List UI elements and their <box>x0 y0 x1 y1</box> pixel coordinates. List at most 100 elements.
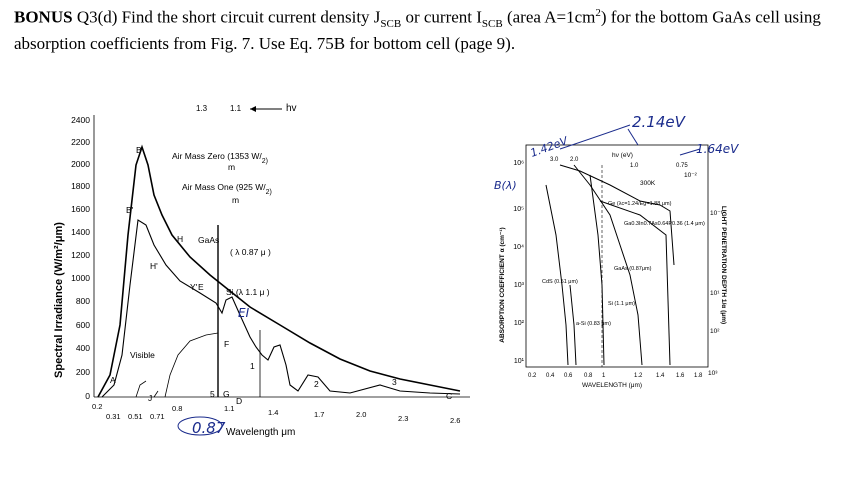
svg-text:1: 1 <box>250 361 255 371</box>
svg-text:0.4: 0.4 <box>546 373 555 379</box>
right-right-ticks: 10⁻² 10⁻¹ 10¹ 10² 10³ <box>684 172 724 377</box>
svg-text:2.6: 2.6 <box>450 416 460 425</box>
svg-text:0.75: 0.75 <box>676 163 688 169</box>
solar-spectrum-figure: Spectral Irradiance (W/m²/μm) 2400 2200 … <box>50 85 480 440</box>
svg-text:0.8: 0.8 <box>172 404 182 413</box>
svg-text:CdS (0.51 μm): CdS (0.51 μm) <box>542 279 578 285</box>
am1-curve <box>101 219 461 398</box>
svg-text:1.1: 1.1 <box>224 404 234 413</box>
temp-label: 300K <box>640 180 656 187</box>
svg-text:10¹: 10¹ <box>710 290 720 297</box>
svg-text:C: C <box>446 391 452 401</box>
svg-text:10⁻¹: 10⁻¹ <box>710 210 724 217</box>
svg-text:600: 600 <box>76 320 90 330</box>
am0-curve <box>97 144 461 398</box>
svg-text:200: 200 <box>76 367 90 377</box>
solar-spectrum-plot: Spectral Irradiance (W/m²/μm) 2400 2200 … <box>53 103 470 438</box>
svg-text:0.71: 0.71 <box>150 412 165 421</box>
svg-text:5: 5 <box>210 389 215 399</box>
svg-text:10⁻²: 10⁻² <box>684 172 698 179</box>
right-xticks: 0.2 0.4 0.6 0.8 1 1.2 1.4 1.6 1.8 <box>528 373 703 379</box>
svg-text:EI: EI <box>238 306 250 320</box>
handwritten-notes-left: 0.87 EI <box>192 306 250 437</box>
svg-text:1.0: 1.0 <box>630 163 639 169</box>
svg-text:0.8: 0.8 <box>584 373 593 379</box>
svg-text:1.64eV: 1.64eV <box>696 142 739 156</box>
svg-text:400: 400 <box>76 343 90 353</box>
svg-text:1.8: 1.8 <box>694 373 703 379</box>
svg-text:1.6: 1.6 <box>676 373 685 379</box>
svg-text:2200: 2200 <box>71 137 90 147</box>
svg-text:10³: 10³ <box>708 370 718 377</box>
svg-text:J: J <box>148 393 152 403</box>
svg-text:1400: 1400 <box>71 227 90 237</box>
svg-text:A: A <box>110 375 116 385</box>
svg-text:H: H <box>177 234 183 244</box>
gaas-label: GaAs <box>198 235 219 245</box>
svg-text:G: G <box>223 389 230 399</box>
right-ylabel: ABSORPTION COEFFICIENT α (cm⁻¹) <box>499 227 506 342</box>
svg-text:1.42eV: 1.42eV <box>529 134 571 160</box>
svg-text:2000: 2000 <box>71 159 90 169</box>
svg-text:1.1: 1.1 <box>230 104 242 113</box>
svg-text:10³: 10³ <box>514 282 525 289</box>
svg-text:2400: 2400 <box>71 115 90 125</box>
svg-text:1800: 1800 <box>71 181 90 191</box>
svg-text:a-Si (0.83 μm): a-Si (0.83 μm) <box>576 321 611 327</box>
svg-text:D: D <box>236 396 242 406</box>
svg-text:m: m <box>232 195 239 205</box>
right-xlabel: WAVELENGTH (μm) <box>582 382 642 389</box>
svg-text:0: 0 <box>85 391 90 401</box>
right-right-ylabel: LIGHT PENETRATION DEPTH 1/α (μm) <box>720 206 727 324</box>
left-yticks: 2400 2200 2000 1800 1600 1400 1200 1000 … <box>71 115 90 401</box>
svg-text:0.2: 0.2 <box>528 373 537 379</box>
left-hv-label: hv <box>286 103 297 114</box>
svg-text:GaAs (0.87μm): GaAs (0.87μm) <box>614 266 652 272</box>
visible-label: Visible <box>130 350 155 360</box>
svg-text:10⁴: 10⁴ <box>513 244 524 251</box>
svg-text:10⁶: 10⁶ <box>513 160 524 167</box>
svg-text:m: m <box>228 162 235 172</box>
absorption-figure: ABSORPTION COEFFICIENT α (cm⁻¹) LIGHT PE… <box>490 85 780 415</box>
svg-text:Ga0.3In0.7As0.64P0.36 (1.4 μm): Ga0.3In0.7As0.64P0.36 (1.4 μm) <box>624 221 705 227</box>
svg-text:2.0: 2.0 <box>570 157 579 163</box>
svg-text:1000: 1000 <box>71 273 90 283</box>
svg-text:1200: 1200 <box>71 250 90 260</box>
svg-text:2.3: 2.3 <box>398 414 408 423</box>
curve-labels: Ge (λc=1.24/Eg=1.88 μm) Ga0.3In0.7As0.64… <box>542 201 705 327</box>
svg-text:2.14eV: 2.14eV <box>632 113 687 131</box>
figures-area: Spectral Irradiance (W/m²/μm) 2400 2200 … <box>0 85 847 477</box>
si-label: Si (λ 1.1 μ ) <box>226 287 270 297</box>
svg-text:F: F <box>224 339 229 349</box>
svg-text:B': B' <box>126 205 134 215</box>
svg-text:( λ 0.87 μ ): ( λ 0.87 μ ) <box>230 247 271 257</box>
left-xticks: 0.2 0.31 0.51 0.71 0.8 1.1 1.4 1.7 2.0 2… <box>92 402 460 425</box>
svg-text:0.87: 0.87 <box>192 419 226 437</box>
svg-text:10¹: 10¹ <box>514 358 525 365</box>
svg-text:E: E <box>198 282 204 292</box>
svg-text:Ge (λc=1.24/Eg=1.88 μm): Ge (λc=1.24/Eg=1.88 μm) <box>608 201 672 207</box>
svg-text:0.6: 0.6 <box>564 373 573 379</box>
svg-text:0.31: 0.31 <box>106 412 121 421</box>
svg-text:Y': Y' <box>190 282 198 292</box>
svg-text:hν (eV): hν (eV) <box>612 152 633 159</box>
svg-text:B(λ): B(λ) <box>494 179 517 192</box>
svg-text:1.7: 1.7 <box>314 410 324 419</box>
svg-text:1600: 1600 <box>71 204 90 214</box>
right-yticks: 10⁶ 10⁵ 10⁴ 10³ 10² 10¹ <box>513 160 524 365</box>
svg-text:10⁵: 10⁵ <box>513 206 524 213</box>
svg-text:Air Mass One (925 W/2): Air Mass One (925 W/2) <box>182 182 272 196</box>
bonus-label: BONUS <box>14 7 73 27</box>
svg-text:10²: 10² <box>514 320 525 327</box>
svg-text:2: 2 <box>314 379 319 389</box>
svg-text:3: 3 <box>392 377 397 387</box>
absorption-plot: ABSORPTION COEFFICIENT α (cm⁻¹) LIGHT PE… <box>494 113 739 389</box>
left-ylabel: Spectral Irradiance (W/m²/μm) <box>53 222 65 378</box>
svg-text:B: B <box>136 145 142 155</box>
left-annotations: Air Mass Zero (1353 W/2) m Air Mass One … <box>110 145 452 406</box>
svg-text:1: 1 <box>602 373 606 379</box>
svg-text:800: 800 <box>76 296 90 306</box>
svg-text:3.0: 3.0 <box>550 157 559 163</box>
svg-text:0.2: 0.2 <box>92 402 102 411</box>
svg-text:1.3: 1.3 <box>196 104 208 113</box>
